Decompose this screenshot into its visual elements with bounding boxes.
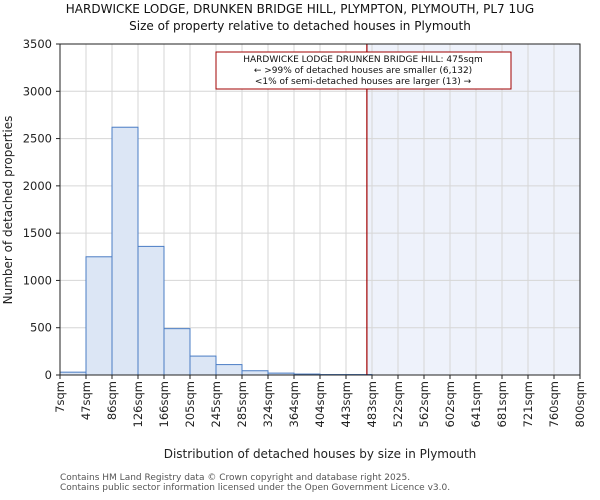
x-tick-label-324sqm: 324sqm <box>261 381 275 427</box>
x-tick-label-47sqm: 47sqm <box>79 381 93 420</box>
plot-area: 0 500 1000 1500 2000 2500 3000 3500 7sqm 47sqm 86s… <box>23 37 587 427</box>
footer-line-1: Contains HM Land Registry data © Crown c… <box>60 473 411 483</box>
bar-47sqm <box>85 256 113 376</box>
x-tick-label-364sqm: 364sqm <box>287 381 301 427</box>
x-tick-label-205sqm: 205sqm <box>183 381 197 427</box>
bar-86sqm <box>111 126 139 376</box>
chart-subtitle: Size of property relative to detached ho… <box>129 19 471 33</box>
y-tick-label: 3000 <box>23 84 52 98</box>
x-tick-label-562sqm: 562sqm <box>417 381 431 427</box>
x-tick-label-721sqm: 721sqm <box>521 381 535 427</box>
annotation-line-1: HARDWICKE LODGE DRUNKEN BRIDGE HILL: 475… <box>243 55 483 65</box>
x-axis-label: Distribution of detached houses by size … <box>164 447 477 461</box>
x-tick-label-800sqm: 800sqm <box>573 381 587 427</box>
y-tick-label: 0 <box>45 368 52 382</box>
x-tick-label-641sqm: 641sqm <box>469 381 483 427</box>
x-tick-label-760sqm: 760sqm <box>547 381 561 427</box>
x-tick-label-602sqm: 602sqm <box>443 381 457 427</box>
x-tick-label-126sqm: 126sqm <box>131 381 145 427</box>
y-tick-label: 500 <box>30 321 52 335</box>
x-tick-label-681sqm: 681sqm <box>495 381 509 427</box>
x-tick-label-285sqm: 285sqm <box>235 381 249 427</box>
y-axis-label: Number of detached properties <box>1 116 15 305</box>
annotation-line-3: <1% of semi-detached houses are larger (… <box>255 77 472 87</box>
y-tick-label: 3500 <box>23 37 52 51</box>
bar-245sqm <box>215 364 243 376</box>
footer-line-2: Contains public sector information licen… <box>60 483 451 493</box>
y-tick-label: 1000 <box>23 273 52 287</box>
x-tick-label-404sqm: 404sqm <box>313 381 327 427</box>
bar-285sqm <box>241 370 269 376</box>
x-tick-label-245sqm: 245sqm <box>209 381 223 427</box>
y-tick-label: 2000 <box>23 179 52 193</box>
highlight-region <box>366 44 580 375</box>
annotation-box <box>215 51 512 90</box>
y-tick-label: 2500 <box>23 132 52 146</box>
annotation-line-2: ← >99% of detached houses are smaller (6… <box>254 66 472 76</box>
x-tick-label-166sqm: 166sqm <box>157 381 171 427</box>
bar-126sqm <box>137 245 165 376</box>
x-tick-label-483sqm: 483sqm <box>365 381 379 427</box>
chart-title: HARDWICKE LODGE, DRUNKEN BRIDGE HILL, PL… <box>66 2 534 16</box>
x-tick-label-443sqm: 443sqm <box>339 381 353 427</box>
x-tick-label-522sqm: 522sqm <box>391 381 405 427</box>
bar-205sqm <box>189 355 217 376</box>
bar-166sqm <box>163 328 191 376</box>
x-tick-label-7sqm: 7sqm <box>53 381 67 413</box>
x-tick-label-86sqm: 86sqm <box>105 381 119 420</box>
y-tick-label: 1500 <box>23 226 52 240</box>
